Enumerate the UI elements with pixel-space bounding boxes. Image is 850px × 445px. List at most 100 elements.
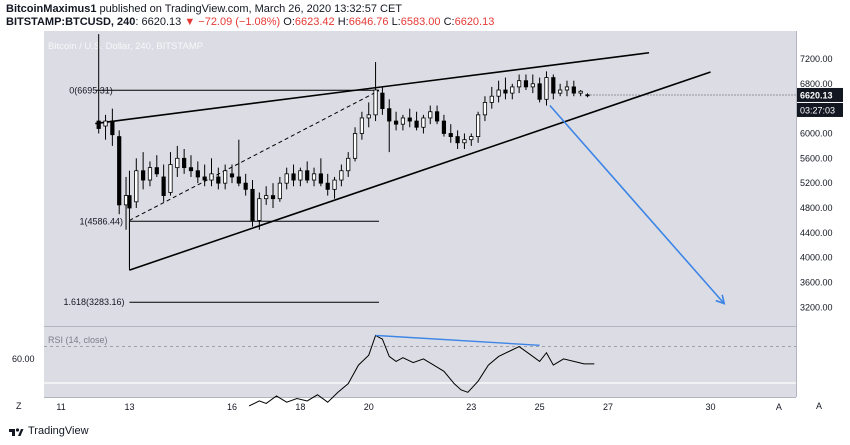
candle[interactable] [110, 108, 115, 146]
candle[interactable] [448, 124, 453, 143]
candle[interactable] [421, 114, 426, 134]
candle[interactable] [544, 71, 549, 106]
candle[interactable] [496, 80, 501, 103]
projection-arrow[interactable] [549, 104, 725, 305]
candle[interactable] [332, 176, 337, 199]
candle[interactable] [537, 77, 542, 103]
candle[interactable] [428, 105, 433, 125]
candle[interactable] [229, 164, 235, 184]
candle[interactable] [400, 114, 406, 131]
candle-body [175, 157, 180, 169]
candle[interactable] [339, 164, 344, 187]
candle[interactable] [141, 152, 146, 190]
symbol-label: BITSTAMP:BTCUSD, 240 [6, 16, 136, 28]
candle[interactable] [551, 74, 556, 100]
candle[interactable] [414, 111, 419, 131]
wedge-upper-line[interactable] [95, 51, 650, 125]
candle[interactable] [127, 170, 132, 267]
zoom-z-button[interactable]: Z [16, 401, 22, 411]
candle[interactable] [305, 161, 310, 184]
rsi-divergence-line[interactable] [375, 334, 540, 347]
candle[interactable] [318, 158, 323, 187]
candle[interactable] [209, 158, 214, 187]
high-label: H: [337, 16, 349, 28]
candle[interactable] [168, 152, 173, 196]
candle-body [428, 111, 433, 119]
candle[interactable] [134, 158, 139, 208]
low-value: 6583.00 [400, 16, 441, 28]
candle[interactable] [434, 105, 440, 125]
candle[interactable] [558, 83, 563, 97]
candle[interactable] [264, 186, 269, 205]
fib-level-label: 0(6695.31) [69, 85, 113, 95]
candle-body [209, 173, 214, 181]
candle-body [291, 173, 296, 181]
candle[interactable] [373, 62, 378, 122]
candle-body [325, 182, 330, 190]
candle-body [448, 133, 453, 137]
candle[interactable] [243, 173, 248, 196]
open-value: 6623.42 [294, 16, 335, 28]
candle[interactable] [469, 133, 474, 146]
candle[interactable] [578, 90, 583, 97]
candle[interactable] [298, 167, 303, 187]
candle-body [503, 89, 508, 94]
candle[interactable] [154, 155, 159, 177]
candle[interactable] [462, 133, 467, 149]
candle[interactable] [352, 127, 358, 162]
candle[interactable] [188, 155, 194, 177]
candle[interactable] [257, 192, 262, 230]
candle-body [168, 164, 173, 193]
candle[interactable] [393, 111, 399, 131]
candle[interactable] [175, 145, 180, 177]
candle[interactable] [510, 83, 515, 100]
candle-body [141, 170, 146, 181]
candle[interactable] [117, 130, 122, 215]
candle[interactable] [571, 80, 576, 97]
candle[interactable] [311, 167, 317, 187]
candle[interactable] [284, 167, 289, 190]
wedge-lower-line[interactable] [129, 71, 711, 271]
fib-diagonal-line[interactable] [129, 90, 380, 221]
candle[interactable] [346, 152, 351, 177]
price-pane[interactable] [44, 31, 796, 326]
candle[interactable] [441, 114, 447, 137]
candle[interactable] [503, 77, 508, 100]
candle[interactable] [564, 80, 570, 97]
candle[interactable] [103, 114, 108, 140]
candle[interactable] [359, 111, 364, 140]
candle[interactable] [250, 180, 255, 227]
candle[interactable] [223, 164, 228, 190]
time-tick-label: 23 [466, 402, 476, 412]
auto-scale-button[interactable]: A [816, 401, 822, 411]
candle[interactable] [182, 149, 187, 174]
candle-body [284, 173, 289, 184]
candle[interactable] [407, 108, 412, 128]
rsi-line[interactable] [248, 334, 595, 407]
candle[interactable] [202, 164, 207, 187]
candle[interactable] [523, 74, 529, 90]
candle-body [482, 102, 488, 116]
candle[interactable] [387, 99, 392, 153]
candle[interactable] [161, 164, 166, 202]
candle[interactable] [530, 74, 535, 94]
candle[interactable] [380, 86, 385, 115]
candle[interactable] [216, 167, 221, 190]
candle[interactable] [236, 139, 241, 187]
candle[interactable] [366, 102, 371, 128]
candle-body [339, 170, 344, 181]
candle[interactable] [489, 86, 494, 109]
candle[interactable] [517, 74, 522, 94]
candle[interactable] [96, 34, 101, 134]
candle[interactable] [277, 176, 282, 202]
candle[interactable] [325, 173, 330, 196]
candle[interactable] [195, 161, 200, 184]
candle[interactable] [291, 164, 296, 187]
candle[interactable] [482, 96, 488, 122]
candle[interactable] [455, 130, 460, 149]
candle[interactable] [147, 161, 153, 187]
candle[interactable] [476, 111, 481, 143]
author-name[interactable]: BitcoinMaximus1 [6, 3, 97, 15]
candle[interactable] [270, 183, 276, 208]
